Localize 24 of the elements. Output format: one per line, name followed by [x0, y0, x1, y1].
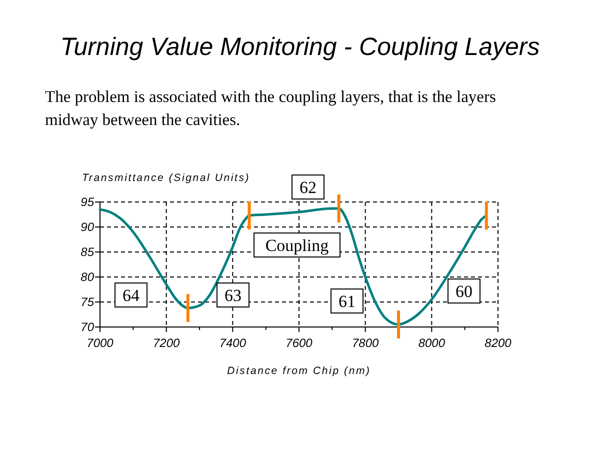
x-tick-label: 7600 [286, 336, 313, 350]
annotation: Coupling [265, 236, 330, 255]
x-tick-label: 7000 [86, 336, 114, 350]
chart-title: Turning Value Monitoring - Coupling Layers [60, 33, 540, 61]
annotation: 60 [456, 282, 472, 301]
x-tick-label: 8000 [418, 336, 446, 350]
x-tick-label: 7800 [352, 336, 380, 350]
x-axis-title: Distance from Chip (nm) [227, 365, 371, 377]
annotation: 64 [122, 286, 140, 305]
x-tick-label: 8200 [484, 336, 512, 350]
y-tick-label: 80 [80, 270, 94, 284]
y-axis-title: Transmittance (Signal Units) [82, 172, 250, 184]
y-tick-label: 90 [80, 220, 94, 234]
y-tick-label: 70 [80, 320, 94, 334]
text: 62 [300, 178, 316, 197]
y-tick-label: 95 [80, 195, 94, 209]
annotation: 61 [338, 292, 356, 311]
chart-subtitle: The problem is associated with the coupling layers, that is the layers midway between the cavities. [45, 86, 497, 131]
y-tick-label: 75 [80, 295, 94, 309]
annotation: 63 [224, 286, 242, 305]
x-tick-label: 7200 [152, 336, 180, 350]
line-series [98, 207, 488, 326]
x-tick-label: 7400 [219, 336, 246, 350]
y-tick-label: 85 [80, 245, 94, 259]
